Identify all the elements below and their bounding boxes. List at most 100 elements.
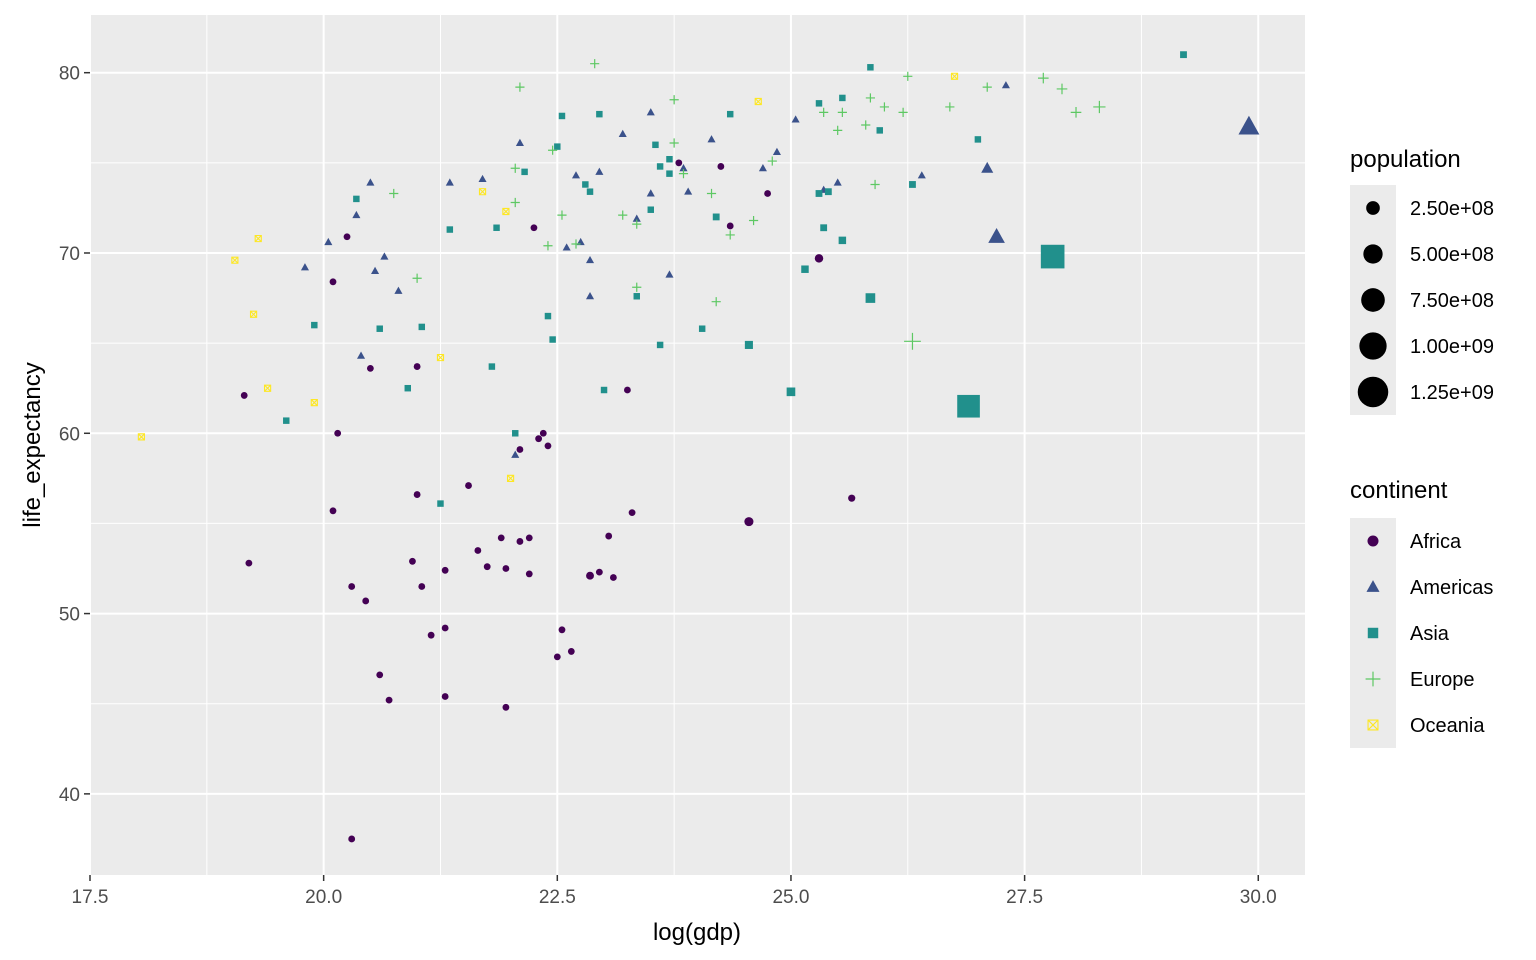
data-point-oceania bbox=[231, 256, 239, 264]
data-point-europe bbox=[904, 332, 921, 350]
data-point-americas bbox=[791, 115, 800, 123]
data-point-asia bbox=[521, 168, 528, 176]
data-point-africa bbox=[474, 547, 482, 554]
population-legend-key bbox=[1359, 332, 1387, 360]
data-point-asia bbox=[974, 136, 982, 143]
major-gridlines bbox=[89, 15, 1305, 875]
data-point-africa bbox=[240, 392, 248, 399]
data-point-americas bbox=[684, 187, 693, 195]
legend-asia-label: Asia bbox=[1410, 623, 1450, 645]
data-point-americas bbox=[1001, 81, 1010, 89]
data-point-africa bbox=[366, 364, 374, 372]
data-point-asia bbox=[493, 224, 500, 231]
data-point-americas bbox=[445, 178, 454, 186]
data-points bbox=[137, 51, 1260, 843]
data-point-asia bbox=[744, 340, 753, 349]
data-point-americas bbox=[571, 171, 581, 179]
data-point-africa bbox=[329, 507, 337, 515]
data-point-asia bbox=[437, 500, 444, 507]
population-legend-label: 2.50e+08 bbox=[1410, 198, 1494, 220]
continent-legend: continent Africa Americas Asia Europe Oceani… bbox=[1350, 477, 1493, 748]
data-point-americas bbox=[478, 174, 487, 183]
data-point-europe bbox=[711, 297, 721, 307]
data-point-asia bbox=[1040, 244, 1065, 269]
data-point-africa bbox=[558, 626, 566, 634]
data-point-africa bbox=[385, 696, 393, 704]
y-axis: 40 50 60 70 80 bbox=[59, 64, 90, 806]
data-point-americas bbox=[380, 252, 389, 260]
data-point-africa bbox=[502, 703, 510, 711]
data-point-africa bbox=[483, 563, 491, 571]
data-point-asia bbox=[726, 110, 734, 118]
x-axis-title: log(gdp) bbox=[653, 919, 741, 946]
data-point-oceania bbox=[254, 234, 262, 243]
data-point-asia bbox=[311, 321, 318, 329]
data-point-asia bbox=[656, 163, 664, 170]
data-point-asia bbox=[446, 226, 454, 233]
data-point-africa bbox=[567, 648, 575, 655]
data-point-europe bbox=[1070, 107, 1082, 118]
data-point-asia bbox=[909, 181, 916, 188]
data-point-asia bbox=[376, 325, 383, 332]
x-tick-label: 30.0 bbox=[1240, 887, 1277, 908]
data-point-europe bbox=[837, 107, 847, 117]
data-point-asia bbox=[815, 100, 823, 107]
data-point-americas bbox=[758, 163, 767, 172]
data-point-africa bbox=[418, 583, 426, 590]
x-tick-label: 25.0 bbox=[772, 887, 809, 908]
data-point-asia bbox=[549, 336, 556, 343]
population-legend-label: 7.50e+08 bbox=[1410, 290, 1494, 312]
minor-gridlines bbox=[90, 15, 1305, 875]
data-point-europe bbox=[1056, 83, 1068, 95]
data-point-americas bbox=[357, 351, 366, 359]
data-point-africa bbox=[329, 278, 337, 286]
data-point-americas bbox=[632, 214, 641, 222]
data-point-africa bbox=[605, 532, 613, 540]
population-legend-key bbox=[1357, 376, 1389, 408]
data-point-africa bbox=[624, 386, 631, 394]
y-tick-label: 70 bbox=[59, 244, 80, 265]
data-point-asia bbox=[815, 190, 823, 197]
data-point-asia bbox=[647, 206, 654, 213]
data-point-asia bbox=[838, 236, 847, 245]
data-point-asia bbox=[824, 188, 832, 196]
data-point-africa bbox=[744, 517, 754, 527]
data-point-europe bbox=[1038, 72, 1049, 84]
data-point-africa bbox=[539, 429, 547, 437]
legend-americas-label: Americas bbox=[1410, 577, 1493, 599]
data-point-asia bbox=[698, 325, 706, 332]
data-point-americas bbox=[917, 171, 926, 179]
y-tick-label: 60 bbox=[59, 424, 80, 445]
data-point-africa bbox=[814, 254, 824, 263]
data-point-europe bbox=[767, 156, 777, 166]
data-point-asia bbox=[666, 156, 673, 163]
data-point-oceania bbox=[249, 310, 258, 318]
data-point-africa bbox=[427, 631, 435, 639]
data-point-americas bbox=[511, 450, 520, 458]
data-point-americas bbox=[988, 228, 1005, 243]
data-point-oceania bbox=[310, 399, 318, 407]
data-point-africa bbox=[544, 442, 552, 450]
population-legend-label: 1.00e+09 bbox=[1410, 336, 1494, 358]
data-point-africa bbox=[717, 163, 725, 170]
data-point-americas bbox=[324, 237, 333, 246]
data-point-africa bbox=[525, 570, 533, 578]
data-point-americas bbox=[576, 237, 585, 246]
data-point-americas bbox=[515, 138, 524, 146]
data-point-oceania bbox=[263, 384, 272, 392]
data-point-africa bbox=[465, 482, 472, 489]
continent-legend-title: continent bbox=[1350, 477, 1448, 504]
data-point-africa bbox=[535, 435, 543, 443]
data-point-asia bbox=[586, 188, 594, 195]
data-point-africa bbox=[525, 534, 533, 542]
data-point-americas bbox=[665, 270, 674, 278]
data-point-americas bbox=[595, 167, 604, 175]
data-point-africa bbox=[413, 491, 421, 498]
data-point-americas bbox=[1238, 115, 1260, 135]
data-point-europe bbox=[571, 239, 581, 249]
data-point-oceania bbox=[950, 72, 959, 80]
data-point-africa bbox=[348, 835, 356, 843]
data-point-europe bbox=[510, 163, 520, 173]
data-point-africa bbox=[516, 538, 524, 545]
data-point-africa bbox=[497, 534, 505, 542]
